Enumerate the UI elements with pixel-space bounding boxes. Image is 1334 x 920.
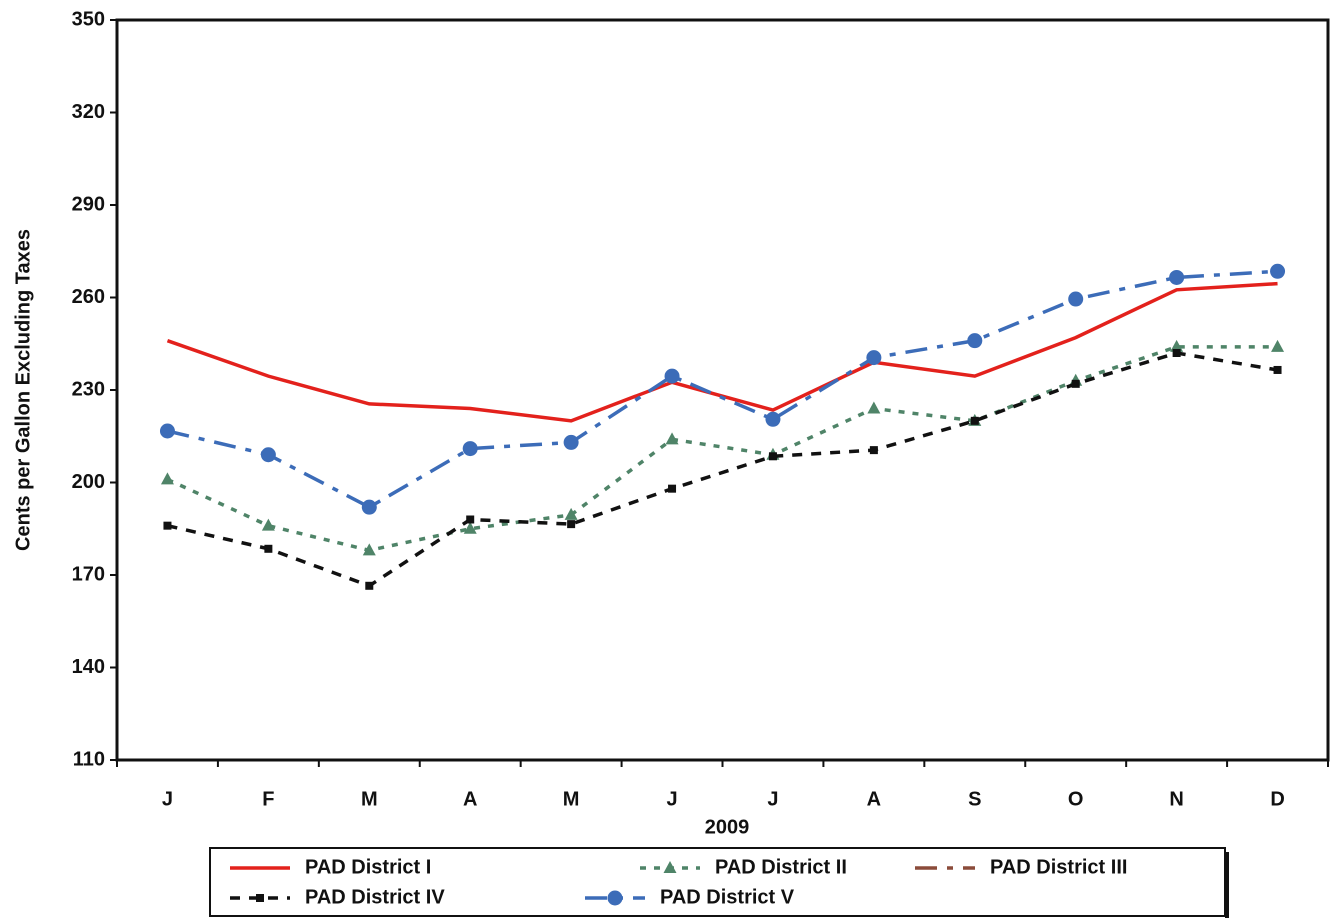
legend-box: [209, 847, 1226, 917]
legend-label: PAD District I: [305, 856, 431, 878]
plot-frame: [115, 18, 1330, 762]
marker: [159, 423, 175, 439]
x-tick-label: J: [666, 788, 677, 810]
y-tick-label: 260: [72, 286, 105, 308]
marker: [768, 452, 777, 461]
x-tick-label: S: [968, 788, 981, 810]
marker: [664, 368, 680, 384]
y-tick-label: 110: [73, 748, 105, 770]
marker: [1172, 349, 1181, 357]
marker: [256, 894, 264, 902]
marker: [869, 446, 878, 455]
x-tick-label: M: [361, 788, 378, 810]
marker: [663, 861, 677, 873]
marker: [463, 521, 477, 534]
legend-shadow: [1225, 852, 1229, 918]
marker: [867, 401, 881, 414]
marker: [1169, 269, 1185, 285]
y-tick-label: 230: [72, 378, 105, 400]
series-line: [166, 345, 1278, 553]
x-tick-label: A: [867, 788, 881, 810]
x-tick-label: J: [767, 788, 778, 810]
series-line: [167, 269, 1278, 510]
x-tick-label: M: [563, 788, 580, 810]
marker: [866, 350, 882, 366]
marker: [665, 432, 679, 445]
legend-label: PAD District V: [660, 886, 795, 908]
y-tick-label: 290: [72, 193, 105, 215]
marker: [967, 333, 983, 349]
x-tick-label: O: [1068, 788, 1084, 810]
marker: [260, 447, 276, 463]
marker: [567, 520, 576, 529]
y-tick-label: 350: [72, 8, 105, 30]
marker: [462, 441, 478, 457]
x-tick-label: N: [1169, 788, 1183, 810]
marker: [765, 411, 781, 427]
marker: [563, 434, 579, 450]
marker: [365, 581, 374, 590]
marker: [970, 416, 979, 425]
marker: [1068, 291, 1084, 307]
y-tick-label: 200: [72, 471, 105, 493]
marker: [466, 515, 475, 524]
legend-label: PAD District III: [990, 856, 1127, 878]
legend-label: PAD District II: [715, 856, 847, 878]
marker: [160, 472, 174, 485]
marker: [1273, 365, 1282, 374]
x-axis-label: 2009: [705, 816, 750, 838]
marker: [1271, 339, 1285, 352]
marker: [668, 484, 677, 493]
marker: [1170, 339, 1184, 352]
marker: [1270, 263, 1286, 279]
marker: [361, 499, 377, 515]
x-tick-label: F: [262, 788, 274, 810]
legend-label: PAD District IV: [305, 886, 445, 908]
marker: [564, 507, 578, 520]
series-line: [166, 281, 1278, 423]
x-tick-label: A: [463, 788, 477, 810]
marker: [261, 518, 275, 531]
marker: [264, 544, 273, 553]
marker: [362, 543, 376, 556]
y-tick-label: 320: [72, 101, 105, 123]
y-tick-label: 170: [72, 563, 105, 585]
marker: [607, 890, 623, 906]
marker: [1071, 379, 1080, 388]
x-tick-label: D: [1270, 788, 1284, 810]
marker: [163, 521, 172, 530]
series-line: [167, 351, 1278, 588]
y-axis-label: Cents per Gallon Excluding Taxes: [12, 229, 34, 551]
x-tick-label: J: [162, 788, 173, 810]
y-tick-label: 140: [72, 656, 105, 678]
